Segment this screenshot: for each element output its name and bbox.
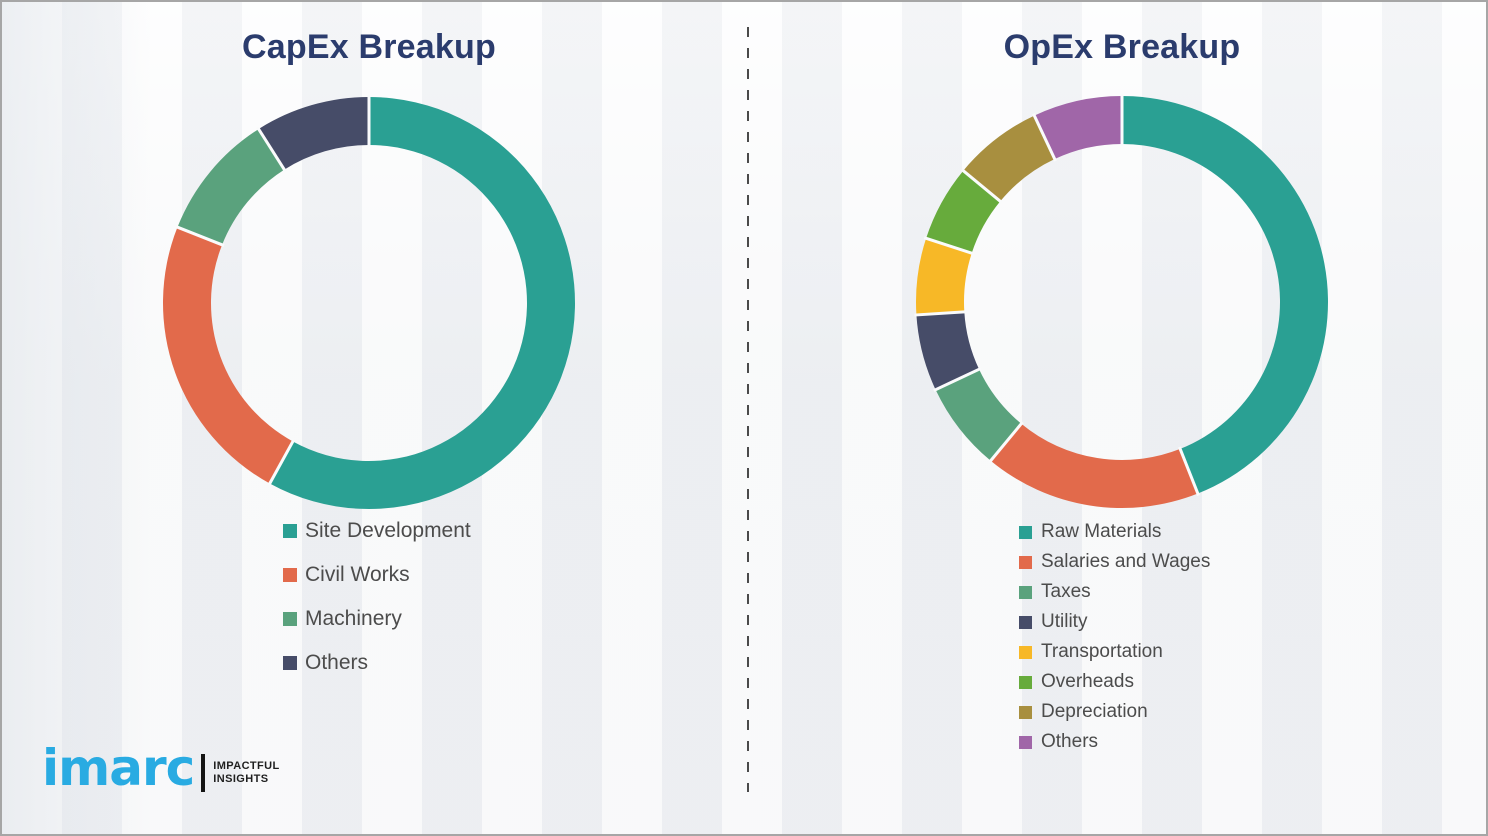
legend-marker <box>283 656 297 670</box>
legend-label: Transportation <box>1041 641 1163 662</box>
segment-separator <box>988 421 1024 464</box>
donut-segment-raw-materials <box>1122 96 1329 494</box>
opex-chart-title: OpEx Breakup <box>1003 28 1241 66</box>
legend-marker <box>283 612 297 626</box>
legend-item: Others <box>1019 727 1210 757</box>
legend-label: Salaries and Wages <box>1041 551 1211 572</box>
legend-label: Depreciation <box>1041 701 1148 722</box>
donut-segment-transportation <box>916 238 972 315</box>
segment-separator <box>960 168 1003 204</box>
logo-divider-bar <box>201 754 206 792</box>
legend-marker <box>1019 615 1032 629</box>
legend-label: Overheads <box>1041 671 1134 692</box>
legend-marker <box>283 524 297 538</box>
donut-segment-machinery <box>177 129 285 245</box>
segment-separator <box>933 367 982 392</box>
legend-item: Salaries and Wages <box>1019 547 1210 577</box>
segment-separator <box>914 310 967 317</box>
segment-separator <box>175 225 225 247</box>
imarc-wordmark: imarc <box>42 739 195 797</box>
segment-separator <box>256 126 287 173</box>
legend-item: Machinery <box>283 597 471 641</box>
logo-tagline-line2: INSIGHTS <box>213 773 269 785</box>
legend-item: Site Development <box>283 509 471 553</box>
segment-separator <box>1032 113 1057 162</box>
capex-donut-chart <box>162 95 575 509</box>
panel-divider-dashed-line <box>747 27 749 792</box>
legend-label: Utility <box>1041 611 1088 632</box>
legend-label: Others <box>1041 731 1099 752</box>
legend-item: Civil Works <box>283 553 471 597</box>
donut-segment-taxes <box>935 369 1022 461</box>
legend-label: Raw Materials <box>1041 521 1162 542</box>
legend-item: Utility <box>1019 607 1210 637</box>
legend-marker <box>1019 585 1032 599</box>
segment-separator <box>923 236 975 256</box>
logo-tagline-line1: IMPACTFUL <box>213 760 280 772</box>
legend-item: Others <box>283 641 471 685</box>
donut-segment-overheads <box>926 170 1001 254</box>
donut-segment-site-development <box>269 97 575 509</box>
legend-item: Taxes <box>1019 577 1210 607</box>
donut-segment-utility <box>916 311 980 390</box>
capex-chart-title: CapEx Breakup <box>242 28 496 66</box>
legend-item: Depreciation <box>1019 697 1210 727</box>
legend-item: Overheads <box>1019 667 1210 697</box>
opex-legend: Raw Materials Salaries and Wages Taxes Util… <box>1019 517 1210 757</box>
legend-label: Others <box>305 651 369 674</box>
legend-item: Raw Materials <box>1019 517 1210 547</box>
capex-legend: Site Development Civil Works Machinery Othe… <box>283 509 471 685</box>
legend-marker <box>1019 555 1032 569</box>
legend-label: Site Development <box>305 519 471 542</box>
opex-donut-chart <box>914 94 1329 509</box>
legend-marker <box>1019 675 1032 689</box>
donut-segment-others <box>258 97 369 170</box>
donut-segment-others <box>1034 96 1122 160</box>
legend-item: Transportation <box>1019 637 1210 667</box>
legend-marker <box>283 568 297 582</box>
segment-separator <box>267 438 296 486</box>
legend-label: Taxes <box>1041 581 1091 602</box>
legend-marker <box>1019 735 1032 749</box>
legend-marker <box>1019 645 1032 659</box>
donut-segment-salaries-and-wages <box>990 423 1198 509</box>
legend-marker <box>1019 705 1032 719</box>
imarc-logo: imarc IMPACTFUL INSIGHTS <box>42 739 280 797</box>
legend-label: Machinery <box>305 607 402 630</box>
logo-tagline: IMPACTFUL INSIGHTS <box>213 760 279 786</box>
donut-segment-civil-works <box>162 227 293 484</box>
legend-marker <box>1019 525 1032 539</box>
donut-segment-depreciation <box>963 115 1055 202</box>
legend-label: Civil Works <box>305 563 410 586</box>
segment-separator <box>1178 446 1200 496</box>
